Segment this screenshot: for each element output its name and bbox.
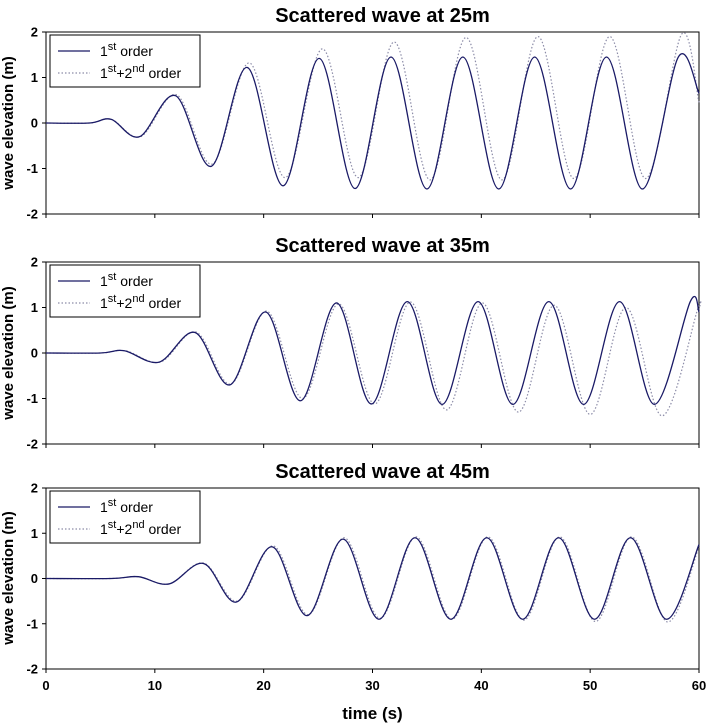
y-tick-label: 1 <box>31 300 38 315</box>
y-tick-label: -1 <box>26 616 38 631</box>
y-tick-label: 0 <box>31 116 38 131</box>
x-tick-label: 10 <box>148 678 162 693</box>
chart-title: Scattered wave at 45m <box>275 461 490 483</box>
y-axis-label: wave elevation (m) <box>0 511 17 645</box>
series-line-first-order <box>45 537 700 620</box>
y-tick-label: 2 <box>31 481 38 496</box>
x-tick-label: 0 <box>42 678 49 693</box>
chart-title: Scattered wave at 25m <box>275 5 490 27</box>
y-tick-label: -1 <box>26 161 38 176</box>
legend-box <box>49 264 201 318</box>
x-tick-label: 20 <box>256 678 270 693</box>
x-tick-label: 50 <box>583 678 597 693</box>
y-tick-label: 1 <box>31 526 38 541</box>
chart-title: Scattered wave at 35m <box>275 235 490 257</box>
legend-box <box>49 490 201 544</box>
y-tick-label: -2 <box>26 662 38 677</box>
legend-entry-label: 1st order <box>100 271 153 289</box>
y-tick-label: -1 <box>26 391 38 406</box>
x-tick-label: 60 <box>692 678 706 693</box>
legend-box <box>49 34 201 88</box>
legend-entry-label: 1st+2nd order <box>100 63 181 81</box>
legend-entry-label: 1st+2nd order <box>100 519 181 537</box>
y-tick-label: 2 <box>31 25 38 40</box>
series-line-first-order <box>45 295 700 406</box>
x-tick-label: 30 <box>365 678 379 693</box>
y-tick-label: 1 <box>31 70 38 85</box>
y-tick-label: 0 <box>31 346 38 361</box>
y-axis-label: wave elevation (m) <box>0 286 17 420</box>
x-axis-label: time (s) <box>342 704 402 723</box>
x-tick-label: 40 <box>474 678 488 693</box>
legend-entry-label: 1st+2nd order <box>100 293 181 311</box>
y-axis-label: wave elevation (m) <box>0 56 17 190</box>
series-line-first-order <box>45 53 700 190</box>
series-line-first-plus-second-order <box>45 536 700 623</box>
y-tick-label: 0 <box>31 571 38 586</box>
y-tick-label: 2 <box>31 255 38 270</box>
series-line-first-plus-second-order <box>45 300 702 417</box>
y-tick-label: -2 <box>26 207 38 222</box>
legend-entry-label: 1st order <box>100 497 153 515</box>
legend-entry-label: 1st order <box>100 41 153 59</box>
y-tick-label: -2 <box>26 437 38 452</box>
